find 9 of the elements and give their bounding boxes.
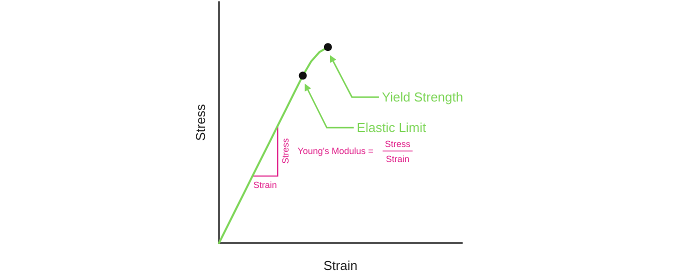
x-axis-title: Strain (324, 258, 358, 273)
annotation: Young's Modulus = (298, 146, 374, 156)
annotation: Elastic Limit (356, 120, 427, 136)
annotation: Yield Strength (382, 90, 464, 105)
annotation: Stress (280, 138, 291, 164)
annotation: Strain (386, 154, 410, 164)
y-axis-title: Stress (193, 104, 208, 141)
annotation: Strain (253, 180, 277, 190)
annotation: Stress (384, 138, 411, 149)
